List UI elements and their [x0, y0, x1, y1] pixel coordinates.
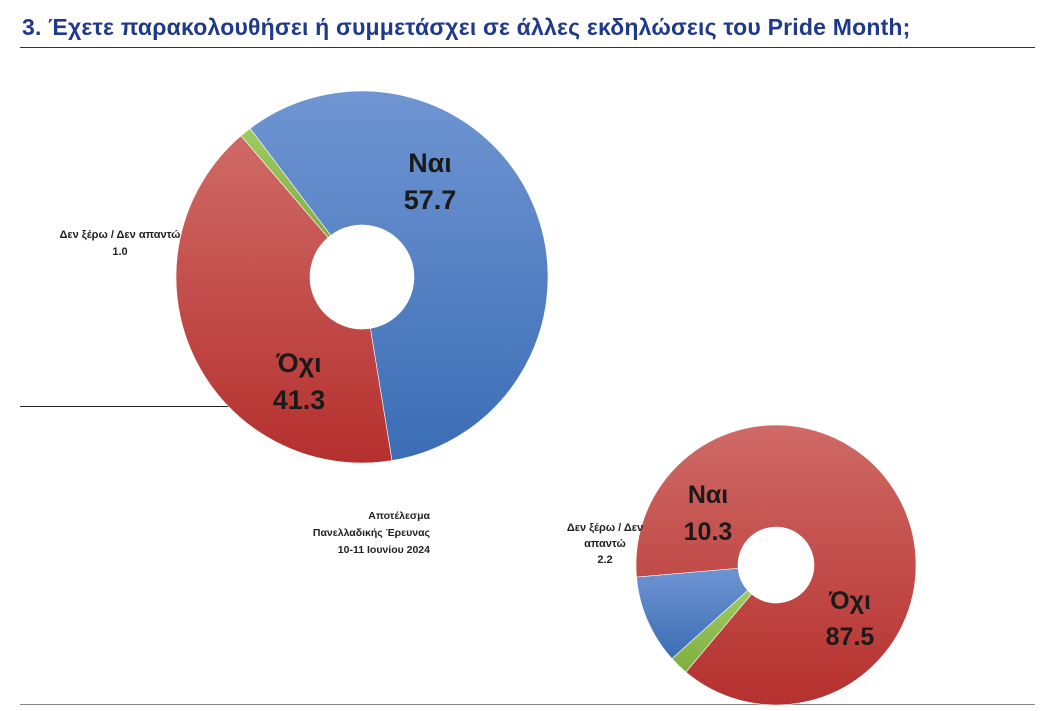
- donut-2-slice-dk: [671, 590, 752, 673]
- donut-2-slice-yes: [636, 567, 749, 660]
- donut-chart-1: Ναι 57.7 Όχι 41.3 Δεν ξέρω / Δεν απαντώ 1.0: [60, 90, 549, 464]
- source-line-1: Αποτέλεσμα: [368, 510, 430, 522]
- donut-2-slice-no: [635, 424, 917, 706]
- donut-1-slice-dk: [240, 128, 332, 238]
- donut-2-slice-dk-label: Δεν ξέρω / Δεν: [567, 522, 643, 534]
- divider-line: [20, 406, 232, 407]
- donut-1-slice-dk-value: 1.0: [112, 246, 127, 258]
- donut-1-slice-no: [175, 135, 393, 464]
- source-line-3: 10-11 Ιουνίου 2024: [337, 544, 430, 556]
- source-line-2: Πανελλαδικής Έρευνας: [312, 527, 430, 539]
- donut-2-slice-no-label: Όχι: [828, 587, 871, 615]
- donut-1-slice-no-value: 41.3: [273, 385, 326, 415]
- donut-1-slice-yes-label: Ναι: [408, 148, 452, 178]
- source-note: Αποτέλεσμα Πανελλαδικής Έρευνας 10-11 Ιο…: [250, 508, 430, 559]
- title-divider: [20, 47, 1035, 48]
- donut-1-slice-yes: [249, 90, 549, 461]
- donut-2-slice-yes-value: 10.3: [684, 518, 733, 546]
- page-title: 3. Έχετε παρακολουθήσει ή συμμετάσχει σε…: [22, 14, 911, 40]
- donut-1-slice-dk-label: Δεν ξέρω / Δεν απαντώ: [60, 229, 181, 241]
- donut-2-slice-dk-value: 2.2: [597, 554, 612, 566]
- donut-1-slice-yes-value: 57.7: [404, 185, 457, 215]
- bottom-divider: [20, 704, 1035, 705]
- donut-2-slice-yes-label: Ναι: [688, 481, 728, 509]
- donut-2-slice-dk-label: απαντώ: [584, 538, 626, 550]
- donut-1-slice-no-label: Όχι: [275, 348, 321, 378]
- donut-chart-2: Ναι 10.3 Όχι 87.5 Δεν ξέρω / Δεν απαντώ 2.2: [567, 424, 917, 706]
- donut-2-slice-no-value: 87.5: [826, 623, 875, 651]
